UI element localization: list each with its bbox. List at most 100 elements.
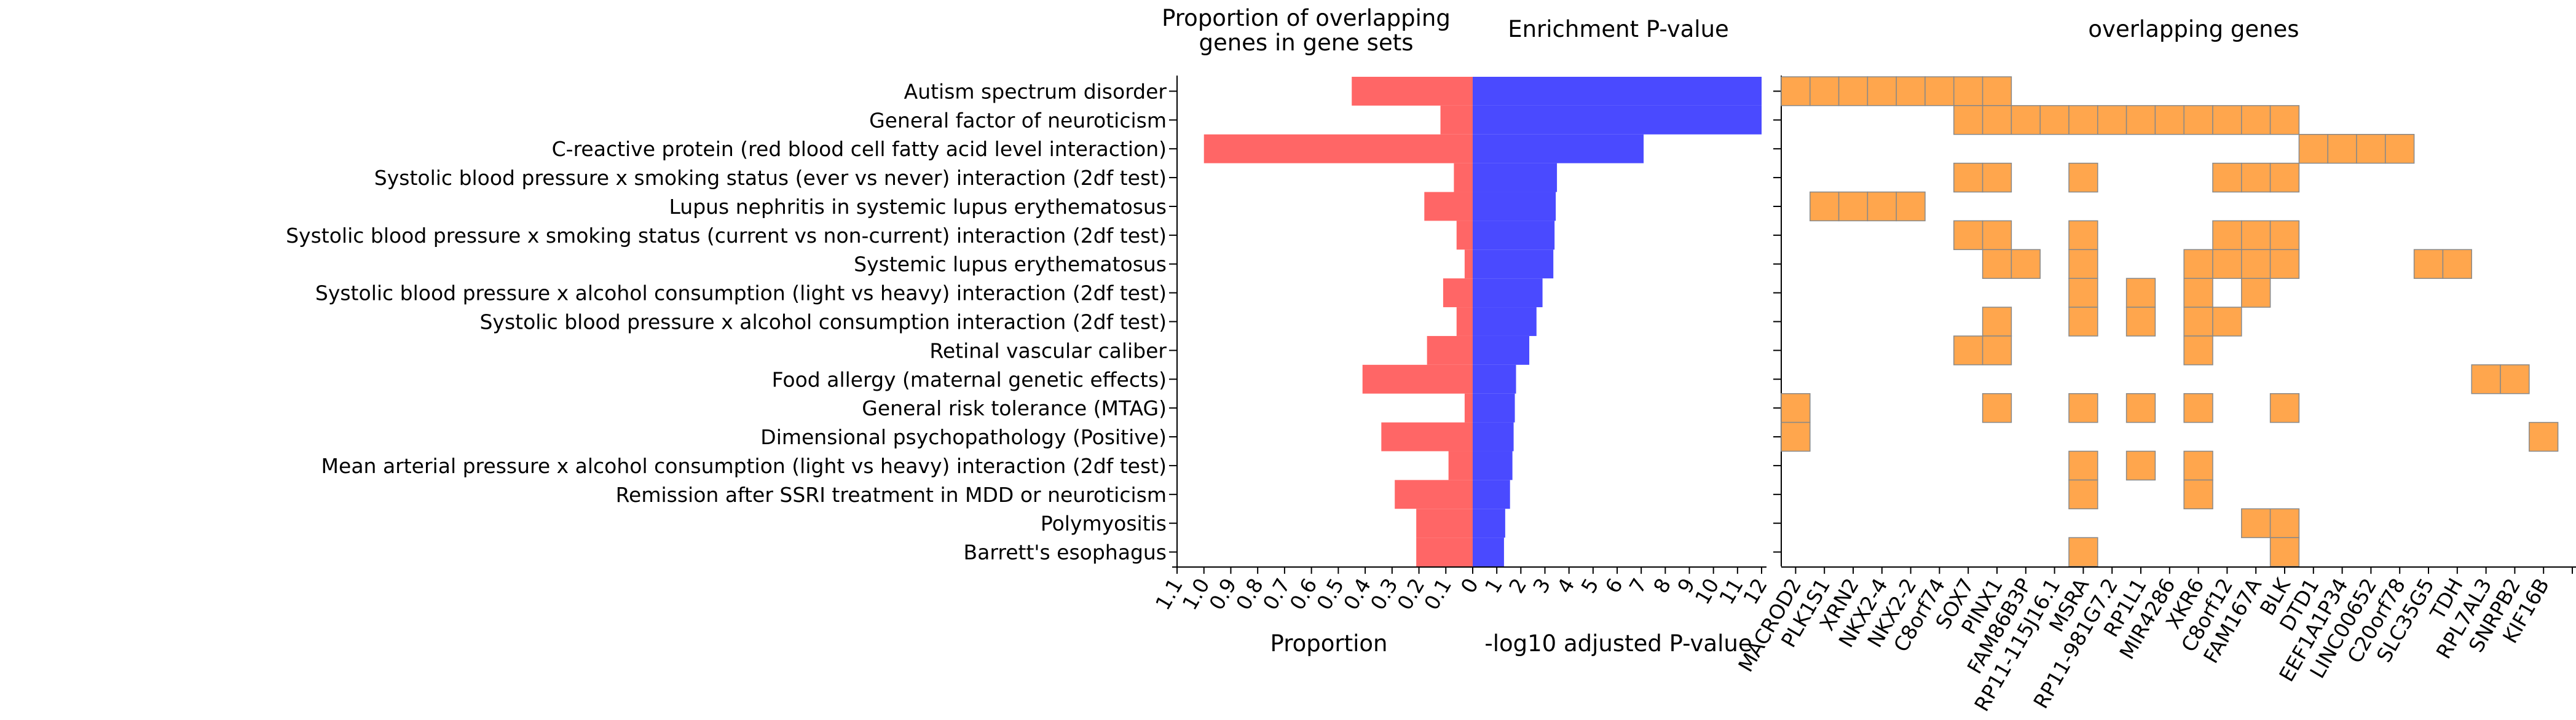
pvalue-tick-label: 0 (1456, 574, 1483, 598)
gene-overlap-cell (2269, 220, 2300, 251)
gene-set-label: Autism spectrum disorder (904, 79, 1167, 103)
gene-overlap-cell (2183, 450, 2213, 481)
pvalue-bar (1473, 364, 1516, 394)
gene-overlap-cell (1953, 105, 1983, 135)
pvalue-bar (1473, 307, 1537, 336)
gene-set-label: Polymyositis (1041, 512, 1167, 536)
gene-overlap-cell (2212, 162, 2242, 193)
gene-overlap-cell (2298, 134, 2328, 164)
gene-overlap-cell (2241, 508, 2271, 538)
gene-overlap-cell (2125, 393, 2156, 423)
gene-overlap-cell (2068, 393, 2098, 423)
gene-set-label: Food allergy (maternal genetic effects) (772, 367, 1167, 391)
gene-overlap-cell (1896, 191, 1926, 222)
gene-set-label: Systemic lupus erythematosus (854, 252, 1167, 276)
gene-overlap-cell (1838, 76, 1869, 106)
gene-overlap-cell (2212, 105, 2242, 135)
pvalue-tick-label: 3 (1528, 574, 1555, 598)
gene-overlap-cell (1953, 220, 1983, 251)
proportion-axis-label: Proportion (1270, 630, 1388, 657)
proportion-bar (1427, 335, 1473, 365)
gene-set-labels: Autism spectrum disorder General factor o… (286, 79, 1177, 565)
gene-overlap-cell (1924, 76, 1955, 106)
pvalue-axis-label: -log10 adjusted P-value (1484, 630, 1752, 657)
pvalue-bar (1473, 192, 1556, 221)
gene-overlap-cell (1810, 76, 1840, 106)
gene-overlap-cell (2356, 134, 2386, 164)
gene-overlap-cell (2471, 364, 2501, 394)
pvalue-tick-label: 7 (1625, 574, 1652, 598)
gene-overlap-cell (2183, 105, 2213, 135)
gene-overlap-cell (2269, 508, 2300, 538)
gene-overlap-cell (2269, 105, 2300, 135)
proportion-panel: Proportion of overlapping genes in gene … (1151, 5, 1483, 657)
gene-overlap-cell (1781, 421, 1811, 452)
gene-overlap-cell (2068, 162, 2098, 193)
pvalue-bar (1473, 422, 1514, 452)
proportion-bar (1456, 307, 1473, 336)
pvalue-bar (1473, 221, 1555, 250)
gene-overlap-cell (2039, 105, 2070, 135)
proportion-tick-label: 0.1 (1419, 574, 1456, 614)
pvalue-bar (1473, 451, 1513, 480)
proportion-bar (1416, 538, 1473, 566)
gene-overlap-cell (2068, 105, 2098, 135)
gene-overlap-cell (2011, 105, 2041, 135)
gene-overlap-cell (2241, 220, 2271, 251)
gene-overlap-cell (2068, 307, 2098, 337)
gene-set-label: Systolic blood pressure x alcohol consum… (315, 281, 1167, 305)
pvalue-bar (1473, 335, 1530, 365)
gene-overlap-cell (2269, 249, 2300, 279)
pvalue-tick-label: 12 (1738, 574, 1772, 609)
gene-overlap-cell (1982, 105, 2012, 135)
gene-overlap-cell (2269, 537, 2300, 567)
gene-overlap-cell (2241, 278, 2271, 308)
gene-overlap-cell (1982, 76, 2012, 106)
proportion-bar (1454, 163, 1473, 192)
gene-overlap-cell (2125, 278, 2156, 308)
gene-overlap-cell (1982, 335, 2012, 366)
pvalue-bar (1473, 509, 1505, 538)
gene-overlap-cell (2529, 421, 2559, 452)
gene-overlap-cell (2413, 249, 2444, 279)
gene-set-label: Lupus nephritis in systemic lupus erythe… (669, 195, 1167, 219)
proportion-bar (1416, 509, 1473, 538)
proportion-bar (1443, 278, 1473, 308)
proportion-bar (1395, 480, 1473, 509)
pvalue-bar (1473, 163, 1558, 192)
gene-overlap-cell (1982, 220, 2012, 251)
gene-overlap-cell (1982, 393, 2012, 423)
gene-overlap-cell (2241, 162, 2271, 193)
gene-overlap-cell (1953, 76, 1983, 106)
proportion-bar (1448, 451, 1473, 480)
pvalue-bar (1473, 538, 1504, 566)
gene-overlap-cell (2269, 162, 2300, 193)
gene-overlap-cell (2442, 249, 2472, 279)
gene-overlap-cell (2212, 307, 2242, 337)
pvalue-tick-label: 6 (1601, 574, 1628, 598)
gene-set-label: Systolic blood pressure x smoking status… (374, 166, 1167, 190)
pvalue-tick-label: 4 (1552, 574, 1579, 598)
gene-set-label: C-reactive protein (red blood cell fatty… (552, 137, 1167, 161)
gene-overlap-cell (2500, 364, 2530, 394)
proportion-bar (1424, 192, 1473, 221)
gene-overlap-cell (2068, 479, 2098, 509)
gene-overlap-cell (2241, 249, 2271, 279)
proportion-bar (1203, 134, 1473, 163)
pvalue-bar (1473, 480, 1510, 509)
gene-overlap-cell (1781, 76, 1811, 106)
pvalue-tick-label: 2 (1504, 574, 1531, 598)
gene-set-label: General factor of neuroticism (869, 108, 1167, 132)
gene-overlap-cell (2183, 479, 2213, 509)
gene-set-label: Barrett's esophagus (964, 541, 1167, 565)
pvalue-bar (1473, 77, 1762, 106)
pvalue-bar (1473, 134, 1644, 163)
gene-overlap-cell (1953, 335, 1983, 366)
proportion-bar (1381, 422, 1473, 452)
gene-overlap-cell (2068, 537, 2098, 567)
pvalue-tick-label: 8 (1648, 574, 1676, 598)
gene-overlap-cell (1896, 76, 1926, 106)
gene-overlap-cell (2125, 105, 2156, 135)
proportion-bar (1456, 221, 1473, 250)
